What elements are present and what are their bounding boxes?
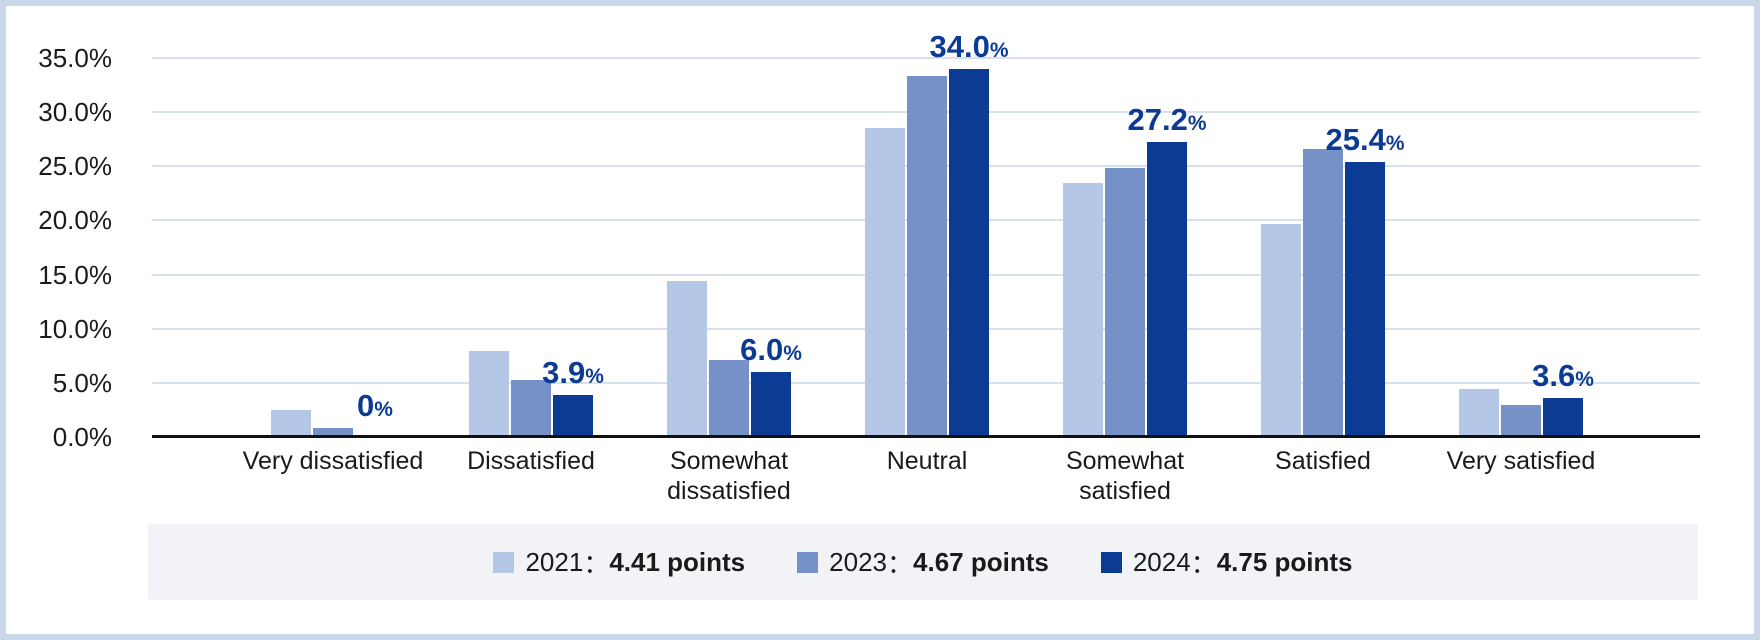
bar-2024 xyxy=(751,372,791,437)
bar-2021 xyxy=(667,281,707,437)
legend-year-label: 2024 xyxy=(1132,546,1191,577)
y-axis-tick-label: 5.0% xyxy=(52,367,112,398)
x-category-label: Very satisfied xyxy=(1446,447,1596,475)
percent-sign: % xyxy=(585,365,604,388)
data-label-value: 3.9 xyxy=(542,355,586,390)
legend-item-2023: 2023： 4.67 points xyxy=(797,544,1049,581)
percent-sign: % xyxy=(1575,368,1594,391)
percent-sign: % xyxy=(783,342,802,365)
data-label-value: 6.0 xyxy=(740,332,784,367)
x-category-label: Somewhat dissatisfied xyxy=(667,447,791,505)
bar-2023 xyxy=(1501,405,1541,437)
data-label-2024: 0% xyxy=(357,390,393,421)
x-category-label: Very dissatisfied xyxy=(242,447,424,475)
data-label-2024: 3.6% xyxy=(1532,360,1594,391)
data-label-value: 3.6 xyxy=(1532,358,1576,393)
percent-sign: % xyxy=(374,398,393,421)
data-label-value: 0 xyxy=(357,388,375,423)
percent-sign: % xyxy=(1187,112,1207,135)
data-label-2024: 3.9% xyxy=(542,357,604,388)
plot-area: 0% 3.9% 6.0% 34.0% 27.2% 25.4% 3.6% xyxy=(152,31,1700,438)
bar-group: 27.2% xyxy=(1063,104,1207,437)
legend-score-label: 4.41 points xyxy=(609,546,746,577)
bar-2024 xyxy=(1543,398,1583,437)
data-label-value: 34.0 xyxy=(929,29,990,64)
y-axis-tick-label: 25.0% xyxy=(38,151,112,182)
data-label-2024: 25.4% xyxy=(1325,124,1404,155)
data-label-value: 27.2 xyxy=(1127,102,1188,137)
legend-swatch xyxy=(493,551,515,573)
bar-2023 xyxy=(709,360,749,437)
x-axis-line xyxy=(152,435,1700,438)
legend-item-2024: 2024： 4.75 points xyxy=(1100,544,1353,581)
legend-score-label: 4.75 points xyxy=(1216,546,1353,577)
legend-colon: ： xyxy=(1190,548,1217,579)
bar-2024 xyxy=(949,69,989,437)
bar-2021 xyxy=(865,128,905,437)
data-label-2024: 27.2% xyxy=(1127,104,1206,135)
legend-item-2021: 2021： 4.41 points xyxy=(493,544,745,581)
bar-group: 6.0% xyxy=(667,281,802,437)
bar-2023 xyxy=(313,428,353,437)
percent-sign: % xyxy=(1385,132,1405,155)
bar-group: 3.9% xyxy=(469,351,604,437)
bar-2021 xyxy=(1063,183,1103,437)
y-axis-tick-label: 15.0% xyxy=(38,259,112,290)
bar-group: 3.6% xyxy=(1459,360,1594,437)
bar-2023 xyxy=(907,76,947,437)
bar-group: 0% xyxy=(271,390,395,437)
legend-swatch xyxy=(1100,551,1122,573)
bar-2024 xyxy=(553,395,593,437)
data-label-value: 25.4 xyxy=(1325,122,1386,157)
x-category-label: Dissatisfied xyxy=(467,447,595,475)
bar-2023 xyxy=(511,380,551,437)
bar-2023 xyxy=(1303,149,1343,437)
legend-year-label: 2023 xyxy=(829,546,887,577)
legend: 2021： 4.41 points 2023： 4.67 points 2024： 4.7… xyxy=(148,524,1698,600)
bar-2021 xyxy=(271,410,311,437)
bar-group: 34.0% xyxy=(865,31,1009,437)
y-axis-tick-label: 35.0% xyxy=(38,43,112,73)
y-axis-tick-label: 10.0% xyxy=(38,313,112,344)
bar-2024 xyxy=(1345,162,1385,437)
x-category-label: Satisfied xyxy=(1275,447,1371,475)
legend-swatch xyxy=(797,551,819,573)
legend-colon: ： xyxy=(583,548,610,579)
bar-2021 xyxy=(469,351,509,437)
legend-score-label: 4.67 points xyxy=(913,546,1049,577)
data-label-2024: 6.0% xyxy=(740,334,802,365)
bar-2024 xyxy=(1147,142,1187,437)
data-label-2024: 34.0% xyxy=(929,31,1008,62)
x-category-label: Somewhat satisfied xyxy=(1065,447,1185,505)
bar-2021 xyxy=(1459,389,1499,437)
bar-2021 xyxy=(1261,224,1301,437)
percent-sign: % xyxy=(989,39,1009,62)
y-axis-tick-label: 20.0% xyxy=(38,205,112,236)
y-axis-tick-label: 0.0% xyxy=(52,422,112,452)
gridline xyxy=(152,57,1700,59)
legend-year-label: 2021 xyxy=(525,546,584,577)
bar-group: 25.4% xyxy=(1261,124,1405,437)
bar-2023 xyxy=(1105,168,1145,437)
x-category-label: Neutral xyxy=(886,447,968,475)
legend-colon: ： xyxy=(887,548,914,579)
y-axis-tick-label: 30.0% xyxy=(38,97,112,128)
